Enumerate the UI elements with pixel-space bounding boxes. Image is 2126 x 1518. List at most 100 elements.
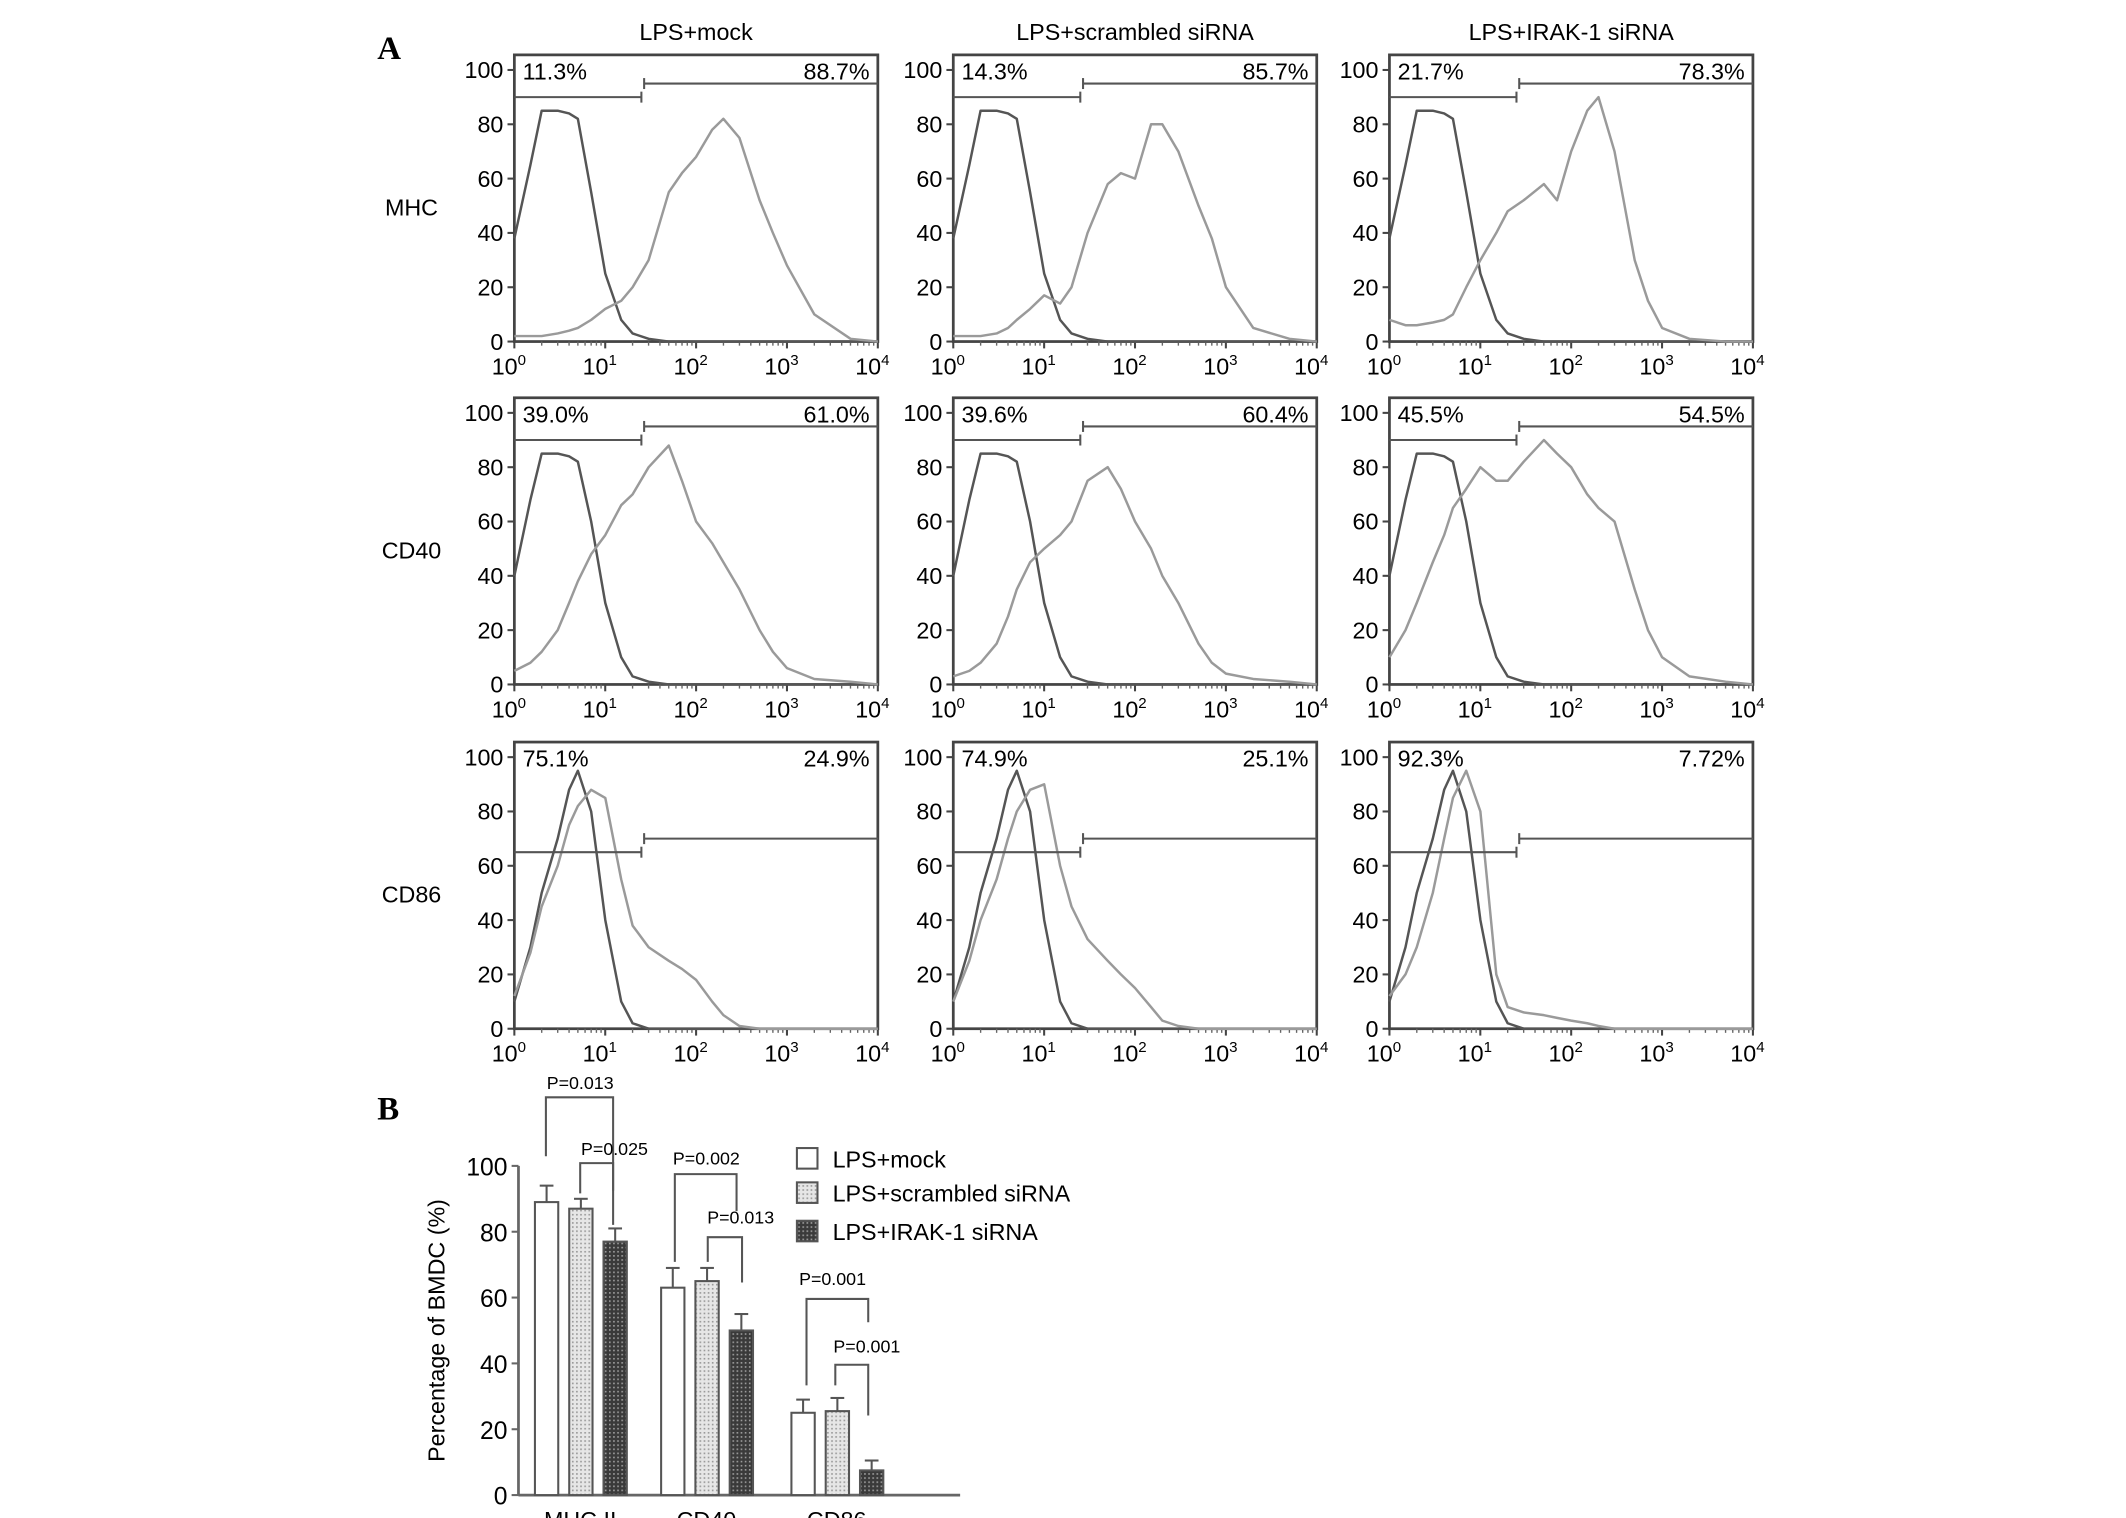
- y-tick-label: 60: [477, 166, 503, 192]
- bar: [660, 1286, 686, 1497]
- control-histogram-curve: [513, 769, 878, 1030]
- x-tick-exponent: 1: [609, 352, 617, 369]
- bar: [858, 1469, 885, 1497]
- x-tick-exponent: 0: [1393, 352, 1401, 369]
- p-value-label: P=0.001: [799, 1269, 866, 1289]
- panel-a-histograms: LPS+mock LPS+scrambled siRNA LPS+IRAK-1 si…: [382, 19, 1765, 1067]
- x-tick-label: 104: [1294, 352, 1328, 380]
- x-tick-exponent: 1: [609, 695, 617, 712]
- significance-bracket: [579, 1162, 615, 1225]
- x-tick-label: 100: [492, 1039, 526, 1067]
- y-tick-label: 80: [1353, 112, 1379, 138]
- y-tick-label: 80: [480, 1220, 507, 1247]
- x-tick-base: 10: [673, 1041, 699, 1067]
- bar: [533, 1201, 560, 1497]
- y-tick-label: 60: [1353, 509, 1379, 535]
- x-tick-label: 104: [855, 1039, 889, 1067]
- stained-histogram-curve: [513, 788, 878, 1030]
- x-tick-label: 101: [1458, 695, 1492, 723]
- control-histogram-curve: [952, 109, 1317, 343]
- x-tick-exponent: 2: [1138, 352, 1146, 369]
- positive-percent-label: 25.1%: [1242, 746, 1308, 772]
- y-tick-label: 40: [916, 907, 942, 933]
- x-tick-exponent: 1: [1484, 352, 1492, 369]
- x-tick-base: 10: [1203, 353, 1229, 379]
- x-tick-exponent: 3: [1665, 1039, 1673, 1056]
- y-tick-label: 0: [1366, 329, 1379, 355]
- x-tick-base: 10: [1730, 696, 1756, 722]
- x-tick-exponent: 1: [1484, 1039, 1492, 1056]
- p-value-label: P=0.001: [833, 1336, 900, 1356]
- x-tick-base: 10: [764, 1041, 790, 1067]
- x-tick-exponent: 0: [518, 352, 526, 369]
- x-tick-base: 10: [1458, 353, 1484, 379]
- x-tick-label: 100: [492, 352, 526, 380]
- y-tick-label: 80: [477, 799, 503, 825]
- y-tick-label: 100: [465, 57, 504, 83]
- x-tick-label: 102: [1112, 1039, 1146, 1067]
- x-tick-label: 104: [1730, 695, 1764, 723]
- x-tick-base: 10: [1458, 696, 1484, 722]
- x-tick-base: 10: [1639, 696, 1665, 722]
- x-tick-exponent: 3: [1229, 695, 1237, 712]
- x-tick-exponent: 4: [1756, 695, 1764, 712]
- positive-percent-label: 85.7%: [1242, 59, 1308, 85]
- legend-swatch: [795, 1219, 819, 1243]
- p-value-label: P=0.002: [673, 1149, 740, 1169]
- x-tick-base: 10: [492, 1041, 518, 1067]
- y-tick-label: 40: [480, 1352, 507, 1379]
- positive-percent-label: 54.5%: [1679, 401, 1745, 427]
- x-tick-base: 10: [1730, 353, 1756, 379]
- positive-percent-label: 61.0%: [804, 401, 870, 427]
- x-tick-label: 100: [1367, 695, 1401, 723]
- control-histogram-curve: [513, 109, 878, 343]
- bar: [728, 1329, 755, 1497]
- y-tick-label: 100: [903, 400, 942, 426]
- y-tick-label: 20: [916, 962, 942, 988]
- column-title: LPS+mock: [639, 19, 753, 45]
- x-tick-label: 101: [1458, 1039, 1492, 1067]
- control-histogram-curve: [1388, 769, 1753, 1030]
- x-tick-base: 10: [1549, 1041, 1575, 1067]
- y-tick-label: 60: [480, 1286, 507, 1313]
- y-axis-label: Percentage of BMDC (%): [423, 1199, 449, 1462]
- x-tick-base: 10: [1367, 1041, 1393, 1067]
- x-tick-exponent: 2: [699, 1039, 707, 1056]
- y-tick-label: 20: [477, 274, 503, 300]
- y-tick-label: 40: [1353, 563, 1379, 589]
- x-tick-label: 100: [931, 352, 965, 380]
- column-title: LPS+scrambled siRNA: [1016, 19, 1254, 45]
- y-tick-label: 80: [916, 454, 942, 480]
- x-tick-exponent: 2: [1138, 1039, 1146, 1056]
- x-tick-base: 10: [1203, 696, 1229, 722]
- legend-label: LPS+scrambled siRNA: [833, 1181, 1071, 1207]
- x-tick-base: 10: [855, 1041, 881, 1067]
- x-tick-label: 101: [583, 352, 617, 380]
- x-tick-label: 103: [764, 352, 798, 380]
- y-tick-label: 100: [1340, 744, 1379, 770]
- y-tick-label: 20: [1353, 962, 1379, 988]
- y-tick-label: 20: [1353, 617, 1379, 643]
- x-tick-label: 100: [1367, 1039, 1401, 1067]
- y-tick-label: 0: [929, 672, 942, 698]
- x-tick-label: 101: [583, 695, 617, 723]
- control-histogram-curve: [1388, 109, 1753, 343]
- x-tick-exponent: 0: [957, 352, 965, 369]
- x-tick-base: 10: [855, 696, 881, 722]
- y-tick-label: 100: [1340, 400, 1379, 426]
- control-histogram-curve: [1388, 452, 1753, 686]
- x-tick-exponent: 4: [881, 695, 889, 712]
- x-tick-base: 10: [931, 696, 957, 722]
- x-tick-label: 104: [1730, 1039, 1764, 1067]
- y-tick-label: 80: [916, 112, 942, 138]
- x-tick-label: 103: [1639, 352, 1673, 380]
- plot-frame: [951, 740, 1319, 1031]
- x-tick-exponent: 1: [1047, 352, 1055, 369]
- x-tick-label: 103: [1639, 695, 1673, 723]
- y-tick-label: 20: [916, 617, 942, 643]
- y-tick-label: 80: [1353, 799, 1379, 825]
